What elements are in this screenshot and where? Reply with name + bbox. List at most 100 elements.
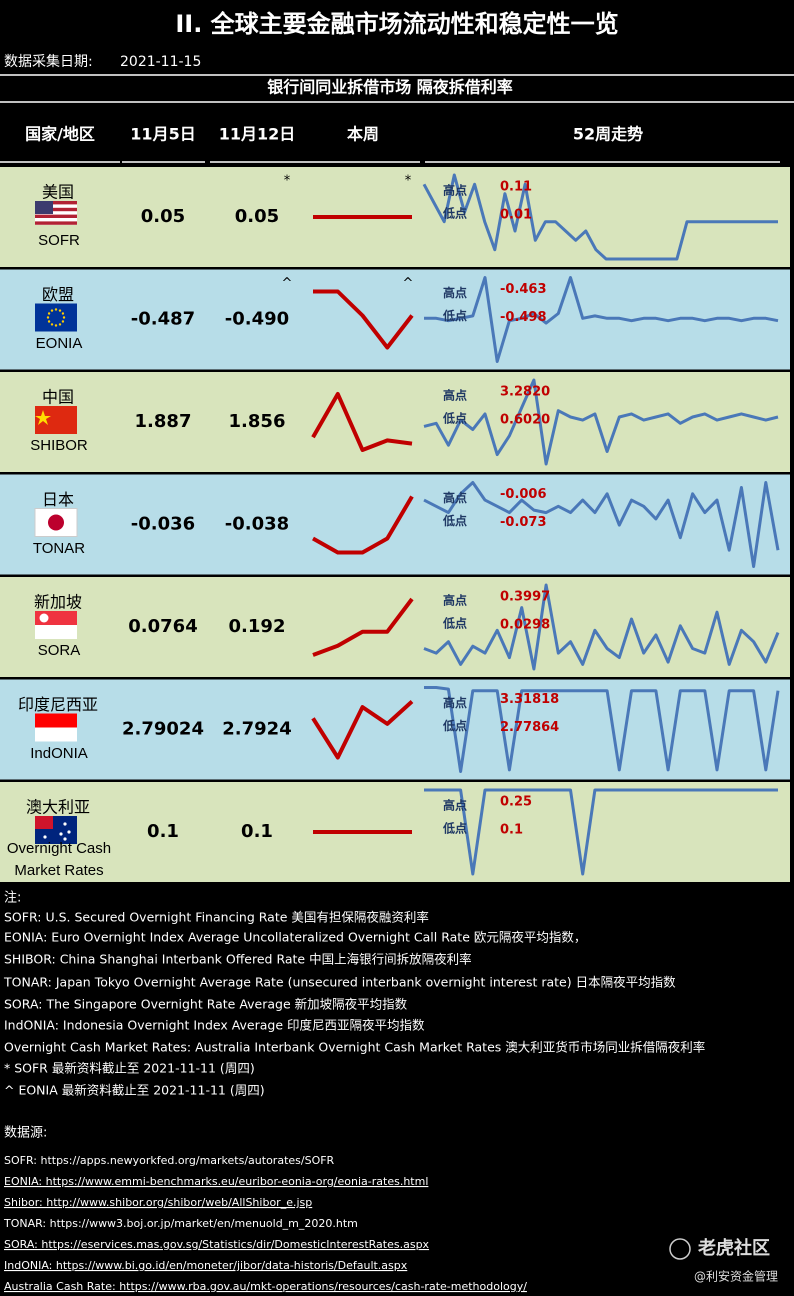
code-box: Overnight Cash Market Rates — [6, 840, 112, 879]
flag — [58, 309, 62, 312]
code-box: EONIA — [35, 334, 83, 352]
column-header: 52周走势 — [573, 125, 643, 144]
low-label: 低点 — [442, 616, 467, 631]
high-label: 高点 — [443, 183, 467, 198]
row-bg — [0, 679, 790, 780]
flag — [63, 837, 67, 841]
region-name: 日本 — [42, 490, 74, 509]
region-name: 澳大利亚 — [26, 798, 90, 817]
note-mark: * — [284, 174, 291, 189]
row-bg — [0, 577, 790, 677]
table-row: 美国 SOFR 0.05 0.05 * * 高点 0.11 低点 0.01 — [0, 167, 790, 267]
low-label: 低点 — [442, 206, 467, 221]
high-value: 3.31818 — [500, 692, 559, 707]
row-bg — [0, 372, 790, 472]
low-value: -0.073 — [500, 515, 547, 530]
rate-nov5: -0.036 — [131, 514, 195, 535]
flag — [54, 308, 58, 311]
note-line: EONIA: Euro Overnight Index Average Unco… — [4, 930, 586, 945]
table-row: 中国 SHIBOR 1.887 1.856 高点 3.2820 低点 0.6020 — [0, 372, 790, 472]
low-label: 低点 — [442, 411, 467, 426]
low-label: 低点 — [442, 513, 467, 528]
note-line: ^ EONIA 最新资料截止至 2021-11-11 (周四) — [4, 1083, 265, 1098]
flag — [43, 835, 47, 839]
high-label: 高点 — [443, 490, 467, 505]
rate-nov5: 1.887 — [135, 411, 192, 432]
week-line — [313, 289, 414, 350]
notes-title: 注: — [4, 891, 21, 906]
title: II. 全球主要金融市场流动性和稳定性一览 — [175, 10, 618, 38]
table-row: 澳大利亚 Overnight Cash Market Rates 0.1 0.1 高点 0… — [0, 782, 790, 882]
flag — [35, 201, 53, 214]
high-value: 3.2820 — [500, 385, 550, 400]
trend-line — [424, 686, 780, 773]
column-header: 11月5日 — [130, 125, 195, 144]
flag — [61, 312, 65, 315]
flag — [35, 713, 77, 728]
trend-line — [423, 378, 779, 466]
rate-nov12: -0.490 — [225, 309, 289, 330]
week-line — [311, 392, 413, 452]
region-code: EONIA — [35, 334, 83, 352]
week-line — [312, 597, 414, 657]
column-header: 11月12日 — [219, 125, 296, 144]
flag — [63, 822, 67, 826]
trend-line — [424, 788, 778, 876]
watermark-logo — [669, 1238, 691, 1260]
flag — [48, 514, 64, 531]
column-header: 本周 — [347, 125, 379, 144]
code-box: TONAR — [33, 540, 85, 557]
high-value: 0.11 — [500, 180, 532, 195]
trend-line — [424, 276, 779, 363]
flag — [35, 214, 77, 218]
flag — [58, 323, 62, 326]
high-value: -0.463 — [500, 282, 547, 297]
code-box: SOFR — [38, 232, 80, 249]
flag — [50, 309, 54, 312]
source-line: Shibor: http://www.shibor.org/shibor/web… — [4, 1196, 312, 1209]
source-line: EONIA: https://www.emmi-benchmarks.eu/eu… — [4, 1175, 428, 1188]
low-value: -0.498 — [500, 310, 547, 325]
flag — [47, 312, 51, 315]
rate-nov12: 0.192 — [229, 616, 286, 637]
date: 2021-11-15 — [120, 54, 201, 70]
high-value: 0.25 — [500, 795, 532, 810]
watermark-brand: 老虎社区 — [698, 1237, 770, 1259]
table-row: 印度尼西亚 IndONIA 2.79024 2.7924 高点 3.31818 低点 2.77… — [0, 679, 790, 780]
flag — [62, 316, 66, 319]
rate-nov12: 1.856 — [229, 411, 286, 432]
code-box: IndONIA — [30, 745, 88, 762]
flag — [35, 410, 51, 425]
high-label: 高点 — [443, 285, 467, 300]
flag — [39, 613, 49, 623]
flag — [35, 207, 77, 212]
table-row: 日本 TONAR -0.036 -0.038 高点 -0.006 低点 -0.073 — [0, 474, 790, 575]
source-line: Australia Cash Rate: https://www.rba.gov… — [4, 1280, 527, 1293]
flag — [35, 303, 77, 332]
region-name: 新加坡 — [34, 593, 82, 612]
flag — [35, 816, 53, 829]
note-line: SHIBOR: China Shanghai Interbank Offered… — [4, 952, 472, 967]
low-label: 低点 — [442, 308, 467, 323]
note-line: SORA: The Singapore Overnight Rate Avera… — [4, 997, 408, 1012]
flag — [50, 323, 54, 326]
low-value: 0.6020 — [500, 413, 550, 428]
source-line: IndONIA: https://www.bi.go.id/en/moneter… — [4, 1259, 408, 1272]
region-code: Overnight Cash Market Rates — [6, 840, 112, 879]
trend-line — [423, 583, 780, 671]
note-line: TONAR: Japan Tokyo Overnight Average Rat… — [3, 975, 676, 990]
week-line — [311, 700, 414, 760]
column-header: 国家/地区 — [25, 125, 95, 144]
high-value: -0.006 — [500, 487, 547, 502]
section-title: 银行间同业拆借市场 隔夜拆借利率 — [267, 78, 513, 97]
flag — [35, 221, 77, 225]
high-label: 高点 — [443, 388, 467, 403]
watermark-account: @利安资金管理 — [694, 1269, 778, 1284]
rate-nov12: 0.05 — [235, 206, 279, 227]
region-code: SOFR — [38, 232, 80, 249]
low-label: 低点 — [442, 821, 467, 836]
flag — [35, 201, 77, 205]
flag — [59, 832, 63, 836]
note-line: IndONIA: Indonesia Overnight Index Avera… — [4, 1018, 425, 1033]
date-label: 数据采集日期: — [4, 53, 93, 70]
